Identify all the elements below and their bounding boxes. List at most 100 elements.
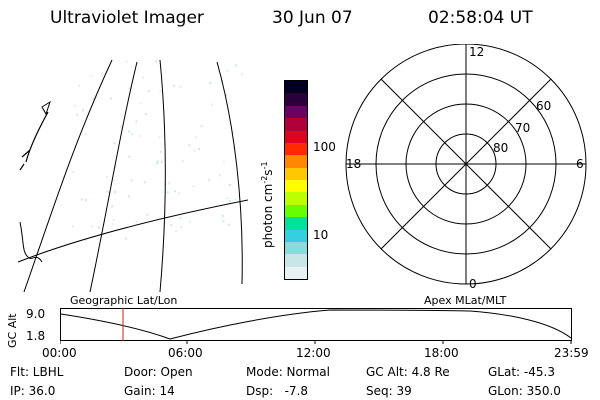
altitude-curve <box>60 309 572 340</box>
speckle <box>174 230 177 233</box>
geographic-caption: Geographic Lat/Lon <box>70 294 178 307</box>
speckle <box>177 192 180 195</box>
speckle <box>131 133 134 136</box>
colorbar-segment <box>285 229 307 242</box>
polar-plot: 12 18 6 0 60 70 80 <box>345 44 587 291</box>
colorbar-segment <box>285 118 307 131</box>
lat-label-60: 60 <box>536 99 551 113</box>
colorbar-label: photon cm-2s-1 <box>260 161 275 248</box>
speckle <box>208 179 211 182</box>
speckle <box>146 213 149 216</box>
colorbar-segment <box>285 167 307 180</box>
colorbar-segment <box>285 217 307 230</box>
mlt-label-6: 6 <box>576 157 584 171</box>
time-label: 02:58:04 UT <box>428 8 533 28</box>
speckle <box>240 73 243 76</box>
speckle <box>209 82 212 85</box>
speckle <box>200 125 203 128</box>
ip-value: IP: 36.0 <box>10 384 56 398</box>
altitude-plot-frame <box>60 308 572 341</box>
colorbar-segment <box>285 180 307 193</box>
gain-value: Gain: 14 <box>124 384 175 398</box>
speckle <box>229 199 232 202</box>
speckle <box>143 181 146 184</box>
latitude-line <box>17 199 248 263</box>
colorbar-segment <box>285 142 307 156</box>
colorbar-segment <box>285 254 307 267</box>
mlt-label-18: 18 <box>346 157 361 171</box>
speckle <box>179 86 182 88</box>
door-value: Door: Open <box>124 365 193 379</box>
geographic-image-panel <box>17 59 248 292</box>
x-tick-label: 18:00 <box>424 346 459 360</box>
speckle <box>128 87 131 90</box>
speckle <box>155 60 158 63</box>
speckle <box>78 84 81 87</box>
speckle <box>112 218 115 221</box>
speckle <box>193 149 196 152</box>
mlt-label-12: 12 <box>469 45 484 59</box>
speckle <box>114 165 117 168</box>
gc-alt-value: GC Alt: 4.8 Re <box>366 365 450 379</box>
speckle <box>195 136 198 139</box>
speckle <box>128 155 131 158</box>
date-label: 30 Jun 07 <box>272 8 353 28</box>
speckle-noise <box>72 60 243 242</box>
speckle <box>97 226 100 229</box>
speckle <box>181 160 184 163</box>
mode-value: Mode: Normal <box>246 365 330 379</box>
speckle <box>226 69 229 72</box>
speckle <box>139 102 142 105</box>
speckle <box>235 64 237 67</box>
speckle <box>111 205 114 208</box>
speckle <box>188 220 191 223</box>
longitude-line <box>159 59 166 292</box>
speckle <box>109 97 112 100</box>
apex-caption: Apex MLat/MLT <box>424 294 507 307</box>
speckle <box>156 160 159 163</box>
x-tick-label: 06:00 <box>168 346 203 360</box>
speckle <box>158 135 161 138</box>
speckle <box>85 133 88 136</box>
filter-value: Flt: LBHL <box>10 365 64 379</box>
coastline <box>41 100 51 116</box>
speckle <box>156 162 159 165</box>
coastline <box>19 221 43 263</box>
dsp-value: Dsp: -7.8 <box>246 384 309 398</box>
speckle <box>114 191 117 193</box>
speckle <box>130 179 133 182</box>
longitude-line <box>23 59 113 292</box>
x-tick-label: 00:00 <box>42 346 77 360</box>
speckle <box>180 226 183 228</box>
speckle <box>174 190 177 193</box>
speckle <box>105 176 108 179</box>
speckle <box>128 130 131 133</box>
glat-value: GLat: -45.3 <box>488 365 555 379</box>
altitude-plot <box>60 308 572 344</box>
speckle <box>92 97 95 100</box>
colorbar-segment <box>285 266 307 279</box>
seq-value: Seq: 39 <box>366 384 412 398</box>
speckle <box>72 171 75 173</box>
colorbar-segment <box>285 81 307 94</box>
app-title: Ultraviolet Imager <box>50 8 204 28</box>
longitude-line <box>89 61 138 292</box>
speckle <box>135 120 138 123</box>
speckle <box>218 174 221 177</box>
speckle <box>139 135 142 137</box>
speckle <box>232 146 235 149</box>
speckle <box>106 190 109 193</box>
speckle <box>170 224 173 227</box>
speckle <box>90 75 93 78</box>
speckle <box>227 223 230 226</box>
speckle <box>113 142 116 145</box>
speckle <box>112 178 115 181</box>
speckle <box>168 182 171 185</box>
speckle <box>72 225 74 228</box>
speckle <box>125 60 128 63</box>
speckle <box>144 113 147 116</box>
diagonal-line <box>380 78 552 250</box>
speckle <box>142 76 145 79</box>
speckle <box>128 195 130 198</box>
speckle <box>101 74 103 77</box>
